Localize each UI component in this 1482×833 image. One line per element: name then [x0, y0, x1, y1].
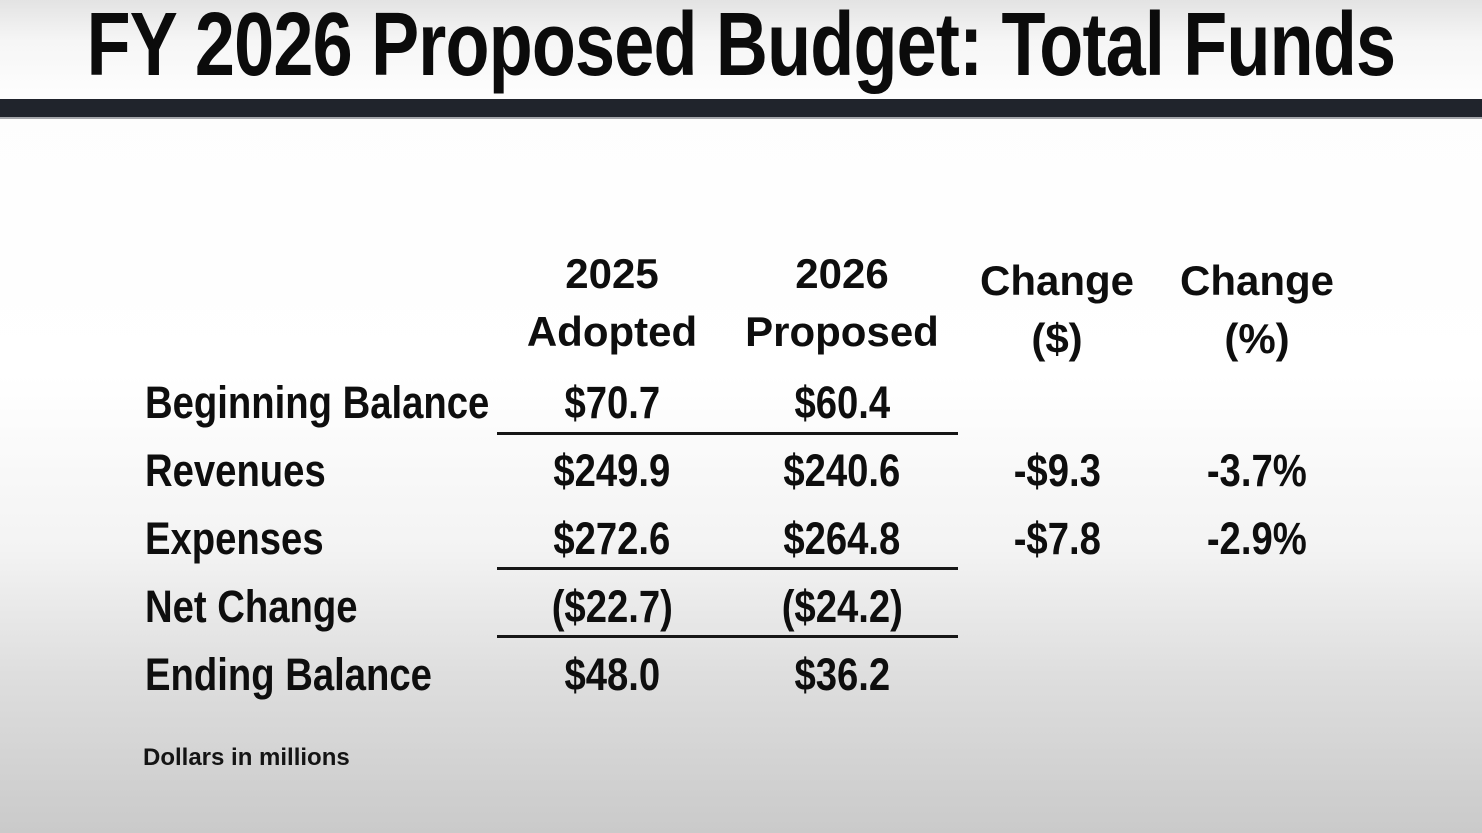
header-line1: Change — [979, 257, 1134, 304]
value-change-percent — [1157, 573, 1357, 641]
value-change-dollar: -$7.8 — [1013, 513, 1101, 564]
value-change-dollar — [957, 369, 1157, 437]
value-2026-proposed: $60.4 — [794, 377, 890, 428]
page-title: FY 2026 Proposed Budget: Total Funds — [86, 0, 1396, 95]
value-2025-adopted: ($22.7) — [551, 581, 673, 632]
table-header-row: 2025 Adopted 2026 Proposed Change ($) Ch… — [145, 245, 1357, 369]
row-label: Ending Balance — [145, 649, 432, 700]
table-row-revenues: Revenues $249.9 $240.6 -$9.3 -3.7% — [145, 437, 1357, 505]
table-body: Beginning Balance $70.7 $60.4 Revenues $… — [145, 369, 1357, 709]
header-line2: ($) — [1031, 315, 1083, 362]
value-2026-proposed: $240.6 — [783, 445, 901, 496]
row-label: Beginning Balance — [145, 377, 490, 428]
value-2026-proposed: $36.2 — [794, 649, 890, 700]
value-change-percent: -3.7% — [1207, 445, 1307, 496]
row-label: Net Change — [145, 581, 358, 632]
value-change-percent: -2.9% — [1207, 513, 1307, 564]
header-2025-adopted: 2025 Adopted — [497, 245, 727, 369]
title-band: FY 2026 Proposed Budget: Total Funds — [0, 0, 1482, 110]
header-empty — [145, 245, 497, 369]
row-label: Revenues — [145, 445, 326, 496]
header-line2: (%) — [1224, 315, 1290, 362]
value-change-dollar — [957, 641, 1157, 709]
value-2025-adopted: $249.9 — [553, 445, 671, 496]
value-2026-proposed: ($24.2) — [781, 581, 903, 632]
table-row-ending-balance: Ending Balance $48.0 $36.2 — [145, 641, 1357, 709]
title-divider-bar — [0, 99, 1482, 119]
header-line1: Change — [1179, 257, 1334, 304]
rule-under-expenses — [497, 567, 958, 570]
value-change-percent — [1157, 641, 1357, 709]
value-change-dollar: -$9.3 — [1013, 445, 1101, 496]
value-2026-proposed: $264.8 — [783, 513, 901, 564]
rule-under-beginning-balance — [497, 432, 958, 435]
row-label: Expenses — [145, 513, 324, 564]
header-change-percent: Change (%) — [1157, 245, 1357, 369]
budget-table: 2025 Adopted 2026 Proposed Change ($) Ch… — [145, 245, 1357, 700]
units-footnote: Dollars in millions — [143, 744, 350, 771]
header-line1: 2025 — [565, 250, 659, 297]
value-change-dollar — [957, 573, 1157, 641]
value-change-percent — [1157, 369, 1357, 437]
header-change-dollar: Change ($) — [957, 245, 1157, 369]
value-2025-adopted: $272.6 — [553, 513, 671, 564]
header-2026-proposed: 2026 Proposed — [727, 245, 957, 369]
table-row-net-change: Net Change ($22.7) ($24.2) — [145, 573, 1357, 641]
table-row-expenses: Expenses $272.6 $264.8 -$7.8 -2.9% — [145, 505, 1357, 573]
table-row-beginning-balance: Beginning Balance $70.7 $60.4 — [145, 369, 1357, 437]
header-line1: 2026 — [795, 250, 889, 297]
header-line2: Adopted — [526, 308, 698, 355]
value-2025-adopted: $48.0 — [564, 649, 660, 700]
value-2025-adopted: $70.7 — [564, 377, 660, 428]
rule-under-net-change — [497, 635, 958, 638]
header-line2: Proposed — [745, 308, 939, 355]
